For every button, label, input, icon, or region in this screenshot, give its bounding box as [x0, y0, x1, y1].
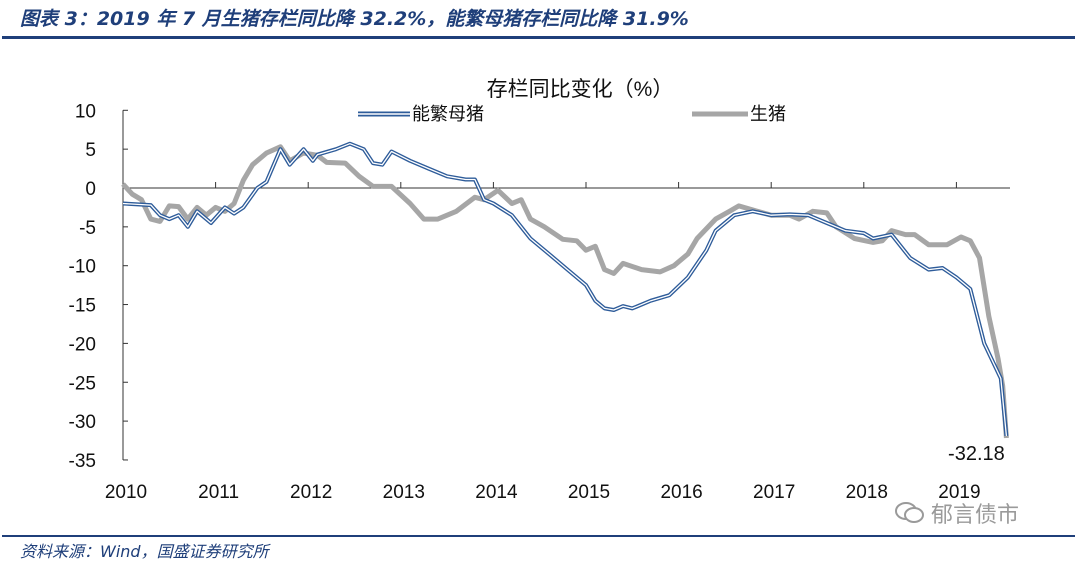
x-tick-label: 2011 — [198, 482, 239, 503]
wechat-icon — [895, 502, 924, 523]
x-tick-label: 2017 — [753, 482, 795, 503]
x-tick-label: 2019 — [938, 482, 980, 503]
legend-label-sows: 能繁母猪 — [412, 104, 484, 124]
x-tick-label: 2013 — [383, 482, 425, 503]
x-tick-label: 2016 — [660, 482, 702, 503]
y-tick-label: -10 — [69, 257, 96, 278]
y-tick-label: 0 — [85, 179, 96, 200]
legend: 能繁母猪 生猪 — [358, 104, 786, 124]
x-tick-label: 2010 — [105, 482, 147, 503]
legend-label-hogs: 生猪 — [750, 104, 786, 124]
y-tick-label: -20 — [69, 334, 96, 355]
x-tick-label: 2012 — [290, 482, 332, 503]
series-line-sows-inner — [122, 143, 1008, 436]
y-tick-label: -35 — [69, 451, 96, 472]
y-tick-label: 10 — [75, 101, 96, 122]
source-note: 资料来源：Wind，国盛证券研究所 — [20, 542, 269, 561]
y-tick-label: 5 — [85, 140, 96, 161]
footer-rule — [2, 535, 1075, 537]
watermark: 郁言债市 — [895, 497, 1019, 529]
figure-title: 图表 3：2019 年 7 月生猪存栏同比降 32.2%，能繁母猪存栏同比降 3… — [20, 8, 689, 30]
series-line-hogs — [121, 144, 1009, 439]
chart-title: 存栏同比变化（%） — [487, 78, 674, 101]
x-tick-label: 2014 — [475, 482, 518, 503]
y-tick-label: -5 — [79, 218, 96, 239]
y-tick-label: -15 — [69, 296, 96, 317]
x-tick-label: 2015 — [568, 482, 610, 503]
data-label-last-hogs: -32.18 — [948, 443, 1005, 465]
x-tick-label: 2018 — [846, 482, 888, 503]
watermark-text: 郁言债市 — [931, 503, 1020, 528]
title-rule — [2, 36, 1075, 39]
y-tick-label: -30 — [69, 412, 96, 433]
y-tick-label: -25 — [69, 373, 96, 394]
